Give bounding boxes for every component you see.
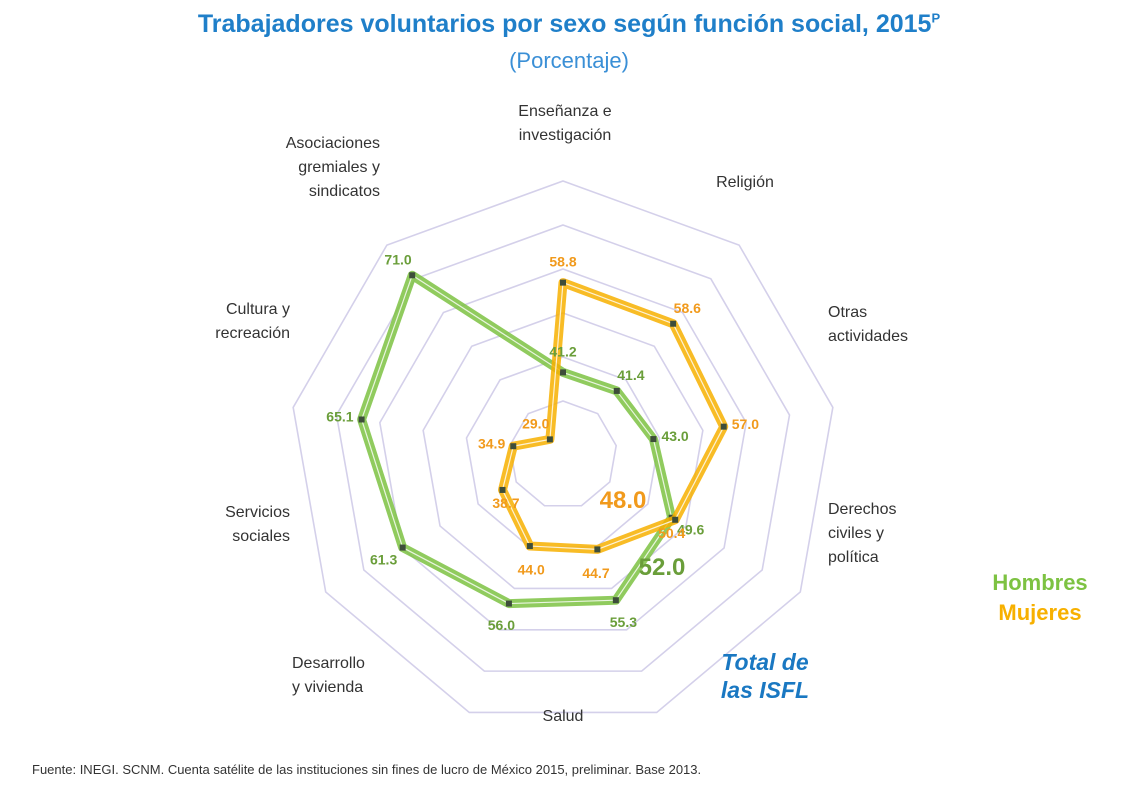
legend-mujeres: Mujeres (998, 600, 1082, 625)
axis-label-9-line-2: gremiales y (298, 159, 380, 176)
series-mujeres-line-highlight (501, 282, 725, 551)
axis-label-4-line-3: política (828, 549, 879, 566)
series-mujeres-point-1 (560, 279, 566, 286)
axis-label-6-line-1: Desarrollo (292, 655, 365, 672)
value-label-hombres-3: 43.0 (661, 428, 688, 444)
series-mujeres-point-8 (510, 443, 517, 450)
legend: Hombres Mujeres (960, 568, 1120, 628)
axis-label-2-line-1: Religión (716, 174, 774, 191)
total-isfl-label: Total de las ISFL (700, 648, 830, 704)
value-label-mujeres-6: 44.0 (518, 562, 545, 578)
series-hombres-line (357, 270, 677, 609)
value-label-mujeres-3: 57.0 (732, 416, 759, 432)
axis-label-6-line-2: y vivienda (292, 679, 363, 696)
axis-label-7-line-2: sociales (232, 528, 290, 545)
radar-grid (292, 180, 834, 714)
series-mujeres-point-4 (672, 516, 679, 523)
axis-label-1-line-1: Enseñanza e (518, 103, 612, 120)
series-hombres-line-highlight (360, 274, 673, 605)
value-label-mujeres-2: 58.6 (674, 300, 701, 316)
series-hombres-point-9 (409, 272, 416, 279)
axis-label-5-line-1: Salud (543, 708, 584, 725)
radar-labels: 41.2 41.4 43.0 49.6 55.3 56.0 61.3 65.1 71.0 58.8… (215, 103, 908, 725)
total-isfl-line-1: Total de (721, 649, 809, 675)
chart-title-superscript: P (931, 10, 941, 26)
series-mujeres-point-7 (499, 486, 506, 493)
series-hombres-point-3 (650, 436, 657, 443)
series-mujeres-point-3 (720, 423, 727, 430)
value-label-hombres-8: 65.1 (326, 409, 353, 425)
series-mujeres-point-2 (670, 320, 677, 327)
series-mujeres-point-9 (546, 436, 553, 443)
series-hombres-point-1 (560, 369, 566, 376)
axis-label-3-line-1: Otras (828, 304, 867, 321)
axis-label-7-line-1: Servicios (225, 504, 290, 521)
grid-ring-6 (292, 180, 834, 714)
series-hombres-point-6 (505, 600, 512, 607)
source-note: Fuente: INEGI. SCNM. Cuenta satélite de … (32, 762, 702, 777)
series-hombres-point-2 (613, 387, 620, 394)
value-label-hombres-6: 56.0 (488, 617, 515, 633)
grid-ring-3 (422, 312, 704, 590)
axis-label-4-line-1: Derechos (828, 501, 896, 518)
total-isfl-line-2: las ISFL (720, 677, 810, 703)
value-label-mujeres-1: 58.8 (549, 254, 576, 270)
value-label-hombres-9: 71.0 (384, 251, 411, 267)
legend-hombres: Hombres (992, 570, 1088, 595)
chart-subtitle: (Porcentaje) (509, 48, 629, 73)
radar-series (357, 270, 729, 609)
axis-label-4-line-2: civiles y (828, 525, 884, 542)
value-label-mujeres-7: 38.7 (492, 495, 519, 511)
value-label-hombres-4: 49.6 (677, 522, 704, 538)
chart-title-text: Trabajadores voluntarios por sexo según … (197, 10, 932, 38)
series-mujeres-point-5 (594, 546, 601, 553)
axis-label-3-line-2: actividades (828, 328, 908, 345)
total-hombres-value: 52.0 (639, 554, 686, 581)
grid-ring-2 (465, 356, 661, 548)
series-hombres-point-5 (612, 597, 619, 604)
axis-label-9-line-1: Asociaciones (286, 135, 380, 152)
series-hombres-point-8 (358, 416, 365, 423)
value-label-mujeres-8: 34.9 (478, 435, 505, 451)
axis-label-9-line-3: sindicatos (309, 183, 380, 200)
grid-ring-5 (335, 224, 791, 672)
value-label-hombres-2: 41.4 (617, 367, 644, 383)
axis-label-1-line-2: investigación (519, 127, 612, 144)
value-label-hombres-7: 61.3 (370, 552, 397, 568)
value-label-hombres-1: 41.2 (549, 343, 576, 359)
grid-ring-1 (508, 400, 618, 507)
axis-label-8-line-2: recreación (215, 325, 290, 342)
total-mujeres-value: 48.0 (600, 487, 647, 514)
axis-label-8-line-1: Cultura y (226, 301, 290, 318)
value-label-hombres-5: 55.3 (610, 614, 637, 630)
value-label-mujeres-5: 44.7 (582, 565, 609, 581)
grid-ring-4 (378, 268, 748, 631)
chart-title: Trabajadores voluntarios por sexo según … (0, 10, 1138, 39)
value-label-mujeres-4: 50.4 (658, 525, 685, 541)
series-hombres-point-7 (399, 544, 406, 551)
value-label-mujeres-9: 29.0 (522, 416, 549, 432)
series-mujeres-point-6 (526, 543, 533, 550)
